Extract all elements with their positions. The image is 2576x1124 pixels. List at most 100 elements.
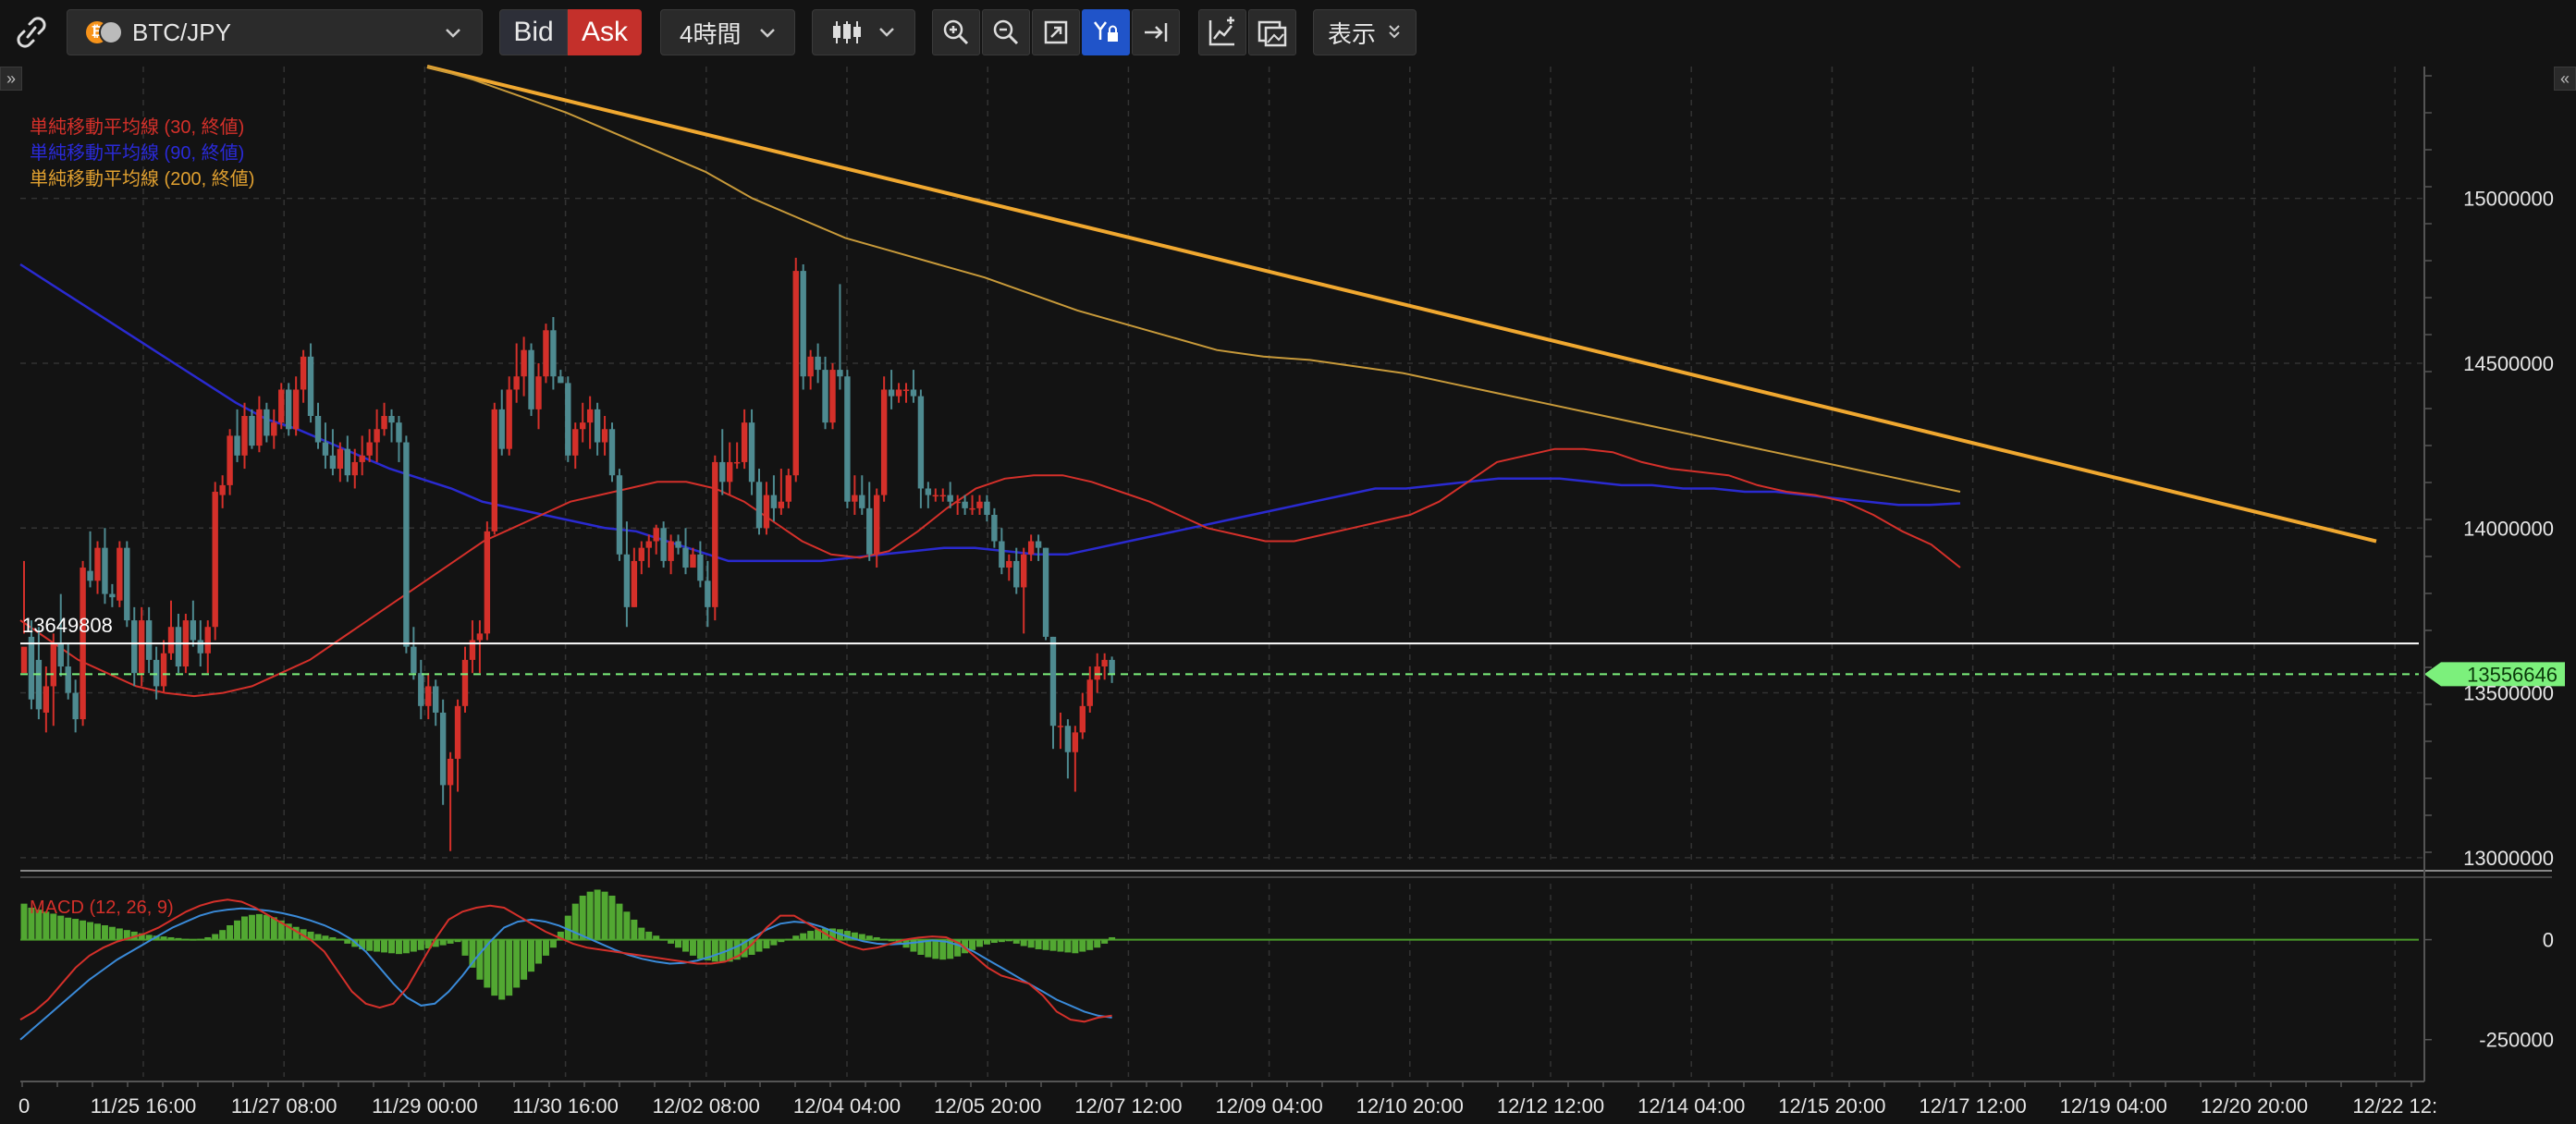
macd-histogram-bar [28, 907, 35, 940]
candle-body [145, 620, 153, 660]
macd-histogram-bar [300, 929, 307, 940]
macd-histogram-bar [1035, 939, 1042, 949]
candle-body [65, 666, 71, 693]
candle-body [748, 422, 755, 483]
candle-body [1094, 666, 1100, 680]
candle-body [844, 376, 851, 502]
indicator-legend-label: 単純移動平均線 (30, 終値) [30, 116, 244, 138]
macd-histogram-bar [910, 939, 917, 952]
macd-histogram-bar [160, 936, 167, 940]
bid-button[interactable]: Bid [499, 9, 568, 55]
macd-histogram-bar [1064, 939, 1072, 953]
macd-histogram-bar [601, 891, 608, 940]
link-icon[interactable] [11, 13, 52, 50]
macd-histogram-bar [696, 939, 704, 959]
ask-button[interactable]: Ask [568, 9, 642, 55]
macd-histogram-bar [954, 939, 962, 957]
macd-histogram-bar [880, 938, 888, 940]
fit-screen-button[interactable] [1032, 9, 1080, 55]
candle-body [638, 547, 644, 561]
macd-histogram-bar [219, 930, 227, 940]
macd-histogram-bar [255, 913, 263, 940]
macd-histogram-bar [939, 939, 947, 960]
price-tick-label: 14500000 [2463, 352, 2554, 375]
macd-histogram-bar [535, 939, 542, 964]
macd-histogram-bar [307, 931, 314, 940]
macd-histogram-bar [990, 939, 998, 944]
time-tick-label: 12/04 04:00 [793, 1094, 901, 1118]
macd-histogram-bar [322, 935, 329, 940]
macd-histogram-bar [998, 939, 1005, 943]
time-tick-label: 12/05 20:00 [934, 1094, 1041, 1118]
macd-histogram-bar [410, 939, 417, 952]
candle-body [601, 429, 608, 443]
time-tick-label: 11/30 16:00 [512, 1094, 619, 1118]
candle-body [719, 461, 726, 483]
candle-body [785, 475, 791, 502]
candle-body [300, 356, 307, 390]
candle-body [1042, 547, 1049, 637]
zoom-in-button[interactable] [932, 9, 980, 55]
candle-body [256, 409, 263, 446]
time-tick-label: 12/09 04:00 [1215, 1094, 1322, 1118]
macd-histogram-bar [1012, 939, 1020, 944]
time-tick-label: 12/15 20:00 [1778, 1094, 1885, 1118]
macd-histogram-bar [858, 934, 865, 940]
candle-body [822, 370, 828, 423]
macd-histogram-bar [461, 939, 469, 956]
macd-histogram-bar [277, 920, 285, 940]
macd-histogram-bar [432, 939, 439, 947]
candle-body [623, 554, 631, 607]
scroll-to-end-button[interactable] [1132, 9, 1180, 55]
candle-body [1064, 726, 1072, 752]
macd-histogram-bar [947, 939, 954, 959]
candle-body [374, 429, 380, 443]
candle-body [102, 547, 108, 594]
macd-histogram-bar [108, 926, 116, 940]
candle-body [925, 488, 932, 495]
timeframe-selector[interactable]: 4時間 [660, 9, 795, 55]
macd-histogram-bar [763, 939, 770, 949]
expand-right-icon[interactable]: « [2554, 67, 2576, 91]
macd-histogram-bar [718, 939, 726, 962]
candle-body [241, 416, 248, 456]
candle-body [418, 673, 424, 706]
candle-body [388, 416, 395, 423]
candle-body [1079, 705, 1086, 733]
y-axis-lock-button[interactable] [1082, 9, 1130, 55]
macd-histogram-bar [741, 939, 748, 958]
screenshot-button[interactable] [1248, 9, 1296, 55]
candle-body [20, 646, 28, 674]
display-menu-button[interactable]: 表示 [1313, 9, 1417, 55]
candle-body [227, 435, 233, 485]
y-axis-lock-icon [1094, 21, 1118, 42]
symbol-selector[interactable]: ₿ BTC/JPY [67, 9, 483, 55]
moving-averages [19, 66, 1961, 698]
macd-histogram-bar [865, 935, 873, 940]
candle-body [322, 442, 329, 456]
macd-histogram-bar [594, 889, 601, 940]
macd-histogram-bar [1020, 939, 1027, 947]
macd-histogram-bar [506, 939, 513, 996]
candle-body [1049, 636, 1057, 727]
candle-body [859, 495, 865, 508]
price-chart[interactable]: 13649808 13556646 MACD (12, 26, 9) 150000… [0, 63, 2576, 1124]
add-indicator-button[interactable] [1198, 9, 1246, 55]
zoom-out-button[interactable] [982, 9, 1030, 55]
candle-body [712, 461, 718, 607]
sma30-line [19, 447, 1961, 698]
macd-histogram-bar [57, 915, 65, 940]
macd-histogram-bar [80, 920, 87, 940]
macd-histogram-bar [557, 931, 564, 940]
candle-body [131, 620, 138, 674]
candle-body [852, 495, 858, 502]
zoom-out-icon [993, 19, 1019, 45]
chart-type-selector[interactable] [812, 9, 915, 55]
expand-left-icon[interactable]: » [0, 67, 22, 91]
sma90-line [19, 263, 1961, 563]
macd-histogram-bar [94, 923, 101, 940]
macd-histogram-bar [454, 939, 461, 943]
macd-histogram-bar [704, 939, 711, 961]
macd-histogram-bar [778, 939, 785, 943]
candle-body [976, 501, 983, 508]
